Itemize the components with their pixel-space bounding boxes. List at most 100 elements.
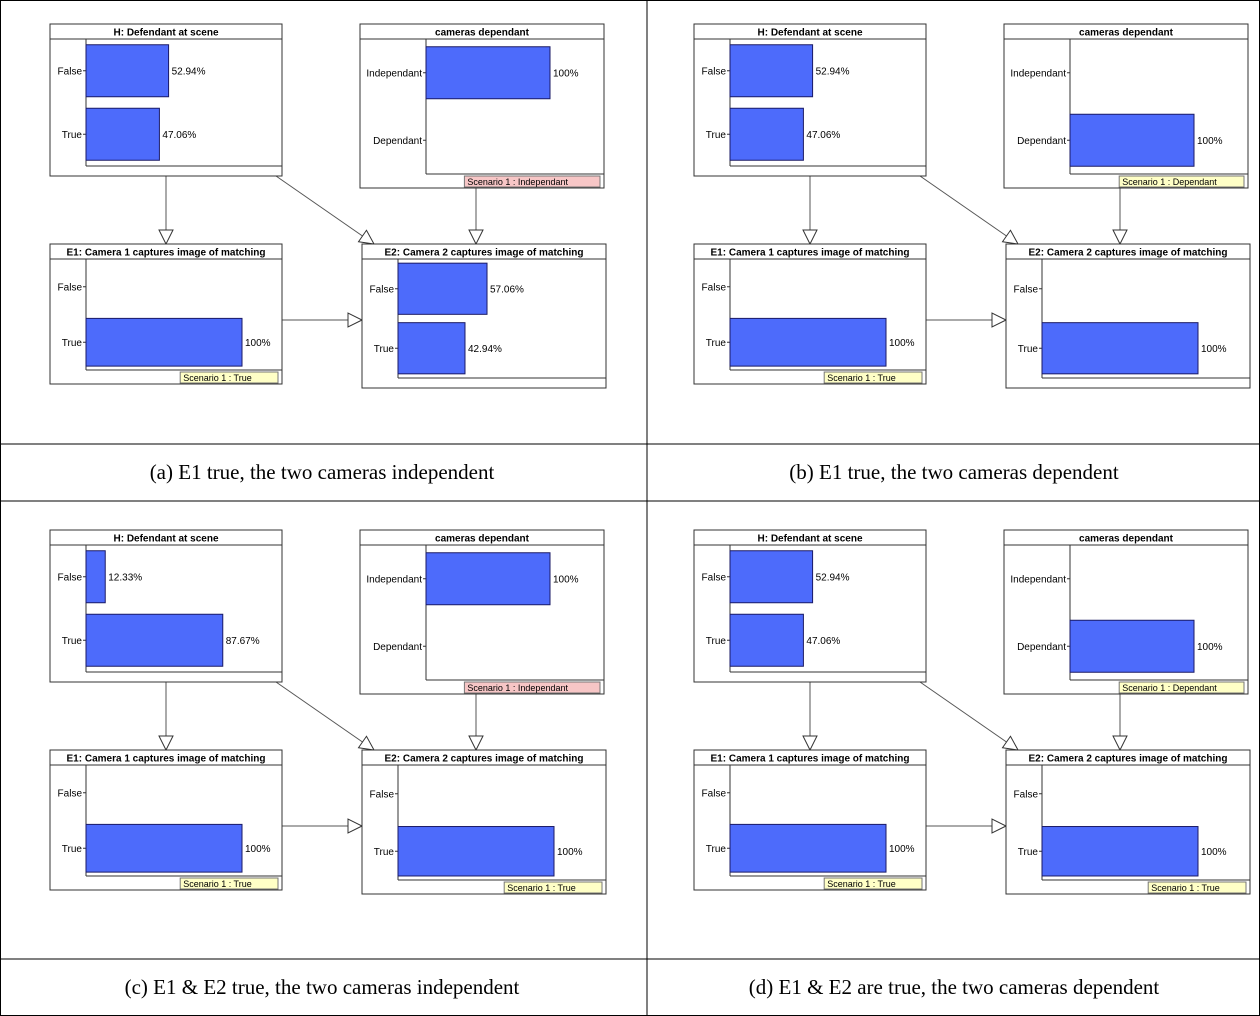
node-title: E2: Camera 2 captures image of matching — [1029, 754, 1228, 765]
node-e2[interactable]: E2: Camera 2 captures image of matching F… — [361, 749, 607, 895]
node-title: E2: Camera 2 captures image of matching — [385, 248, 584, 259]
evidence-badge[interactable]: Scenario 1 : True — [179, 371, 279, 384]
network-diagram-a: H: Defendant at scene False 52.94% True 47.0… — [49, 23, 607, 389]
probability-bar — [85, 550, 106, 604]
probability-value: 100% — [1201, 344, 1227, 355]
probability-value: 100% — [889, 844, 915, 855]
probability-bar — [85, 44, 170, 98]
state-label: True — [62, 338, 83, 349]
state-label: True — [706, 636, 727, 647]
node-e1[interactable]: E1: Camera 1 captures image of matching F… — [49, 243, 283, 385]
evidence-badge[interactable]: Scenario 1 : True — [823, 371, 923, 384]
caption-d: (d) E1 & E2 are true, the two cameras de… — [748, 975, 1160, 999]
probability-bar — [1069, 113, 1195, 167]
node-cameras[interactable]: cameras dependant Independant Dependant 100… — [1003, 23, 1249, 189]
state-label: False — [370, 789, 395, 800]
node-e2[interactable]: E2: Camera 2 captures image of matching F… — [1005, 749, 1251, 895]
evidence-text: Scenario 1 : Independant — [467, 177, 568, 187]
state-label: False — [58, 788, 83, 799]
probability-bar — [85, 613, 224, 667]
state-label: False — [58, 282, 83, 293]
evidence-badge[interactable]: Scenario 1 : Independant — [463, 681, 601, 694]
node-title: E1: Camera 1 captures image of matching — [67, 754, 266, 765]
state-label: Independant — [366, 68, 422, 79]
state-label: Dependant — [373, 136, 422, 147]
node-cameras[interactable]: cameras dependant Independant 100% Dependan… — [359, 529, 605, 695]
node-title: H: Defendant at scene — [113, 28, 218, 39]
probability-value: 52.94% — [816, 66, 850, 77]
edge-h-to-e1 — [802, 682, 818, 752]
probability-value: 52.94% — [816, 572, 850, 583]
edge-cameras-to-e2 — [468, 694, 484, 752]
evidence-badge[interactable]: Scenario 1 : True — [179, 877, 279, 890]
evidence-badge[interactable]: Scenario 1 : True — [1147, 881, 1247, 894]
probability-value: 100% — [557, 847, 583, 858]
probability-value: 87.67% — [226, 636, 260, 647]
node-e1[interactable]: E1: Camera 1 captures image of matching F… — [693, 749, 927, 891]
state-label: False — [370, 284, 395, 295]
probability-bar — [1069, 619, 1195, 673]
evidence-text: Scenario 1 : True — [827, 373, 896, 383]
evidence-badge[interactable]: Scenario 1 : Dependant — [1118, 681, 1245, 694]
evidence-badge[interactable]: Scenario 1 : True — [823, 877, 923, 890]
state-label: False — [702, 788, 727, 799]
evidence-text: Scenario 1 : True — [183, 373, 252, 383]
edge-cameras-to-e2 — [1112, 694, 1128, 752]
probability-value: 100% — [245, 844, 271, 855]
probability-bar — [1041, 826, 1199, 877]
panel-b: H: Defendant at scene False 52.94% True 47.0… — [648, 4, 1260, 447]
state-label: Independant — [1010, 68, 1066, 79]
caption-a: (a) E1 true, the two cameras independent — [149, 460, 495, 484]
edge-h-to-e2 — [275, 681, 375, 751]
state-label: True — [1018, 344, 1039, 355]
node-title: H: Defendant at scene — [113, 534, 218, 545]
node-title: E2: Camera 2 captures image of matching — [385, 754, 584, 765]
node-e2[interactable]: E2: Camera 2 captures image of matching F… — [361, 243, 607, 389]
edge-h-to-e1 — [158, 176, 174, 246]
node-title: E1: Camera 1 captures image of matching — [711, 754, 910, 765]
panel-a: H: Defendant at scene False 52.94% True 47.0… — [4, 4, 640, 447]
node-h[interactable]: H: Defendant at scene False 52.94% True 47.0… — [49, 23, 283, 177]
evidence-text: Scenario 1 : True — [1151, 883, 1220, 893]
node-h[interactable]: H: Defendant at scene False 52.94% True 47.0… — [693, 529, 927, 683]
state-label: True — [374, 847, 395, 858]
edge-h-to-e1 — [158, 682, 174, 752]
probability-bar — [729, 823, 887, 873]
state-label: False — [1014, 284, 1039, 295]
state-label: True — [62, 636, 83, 647]
node-h[interactable]: H: Defendant at scene False 12.33% True 87.6… — [49, 529, 283, 683]
network-diagram-b: H: Defendant at scene False 52.94% True 47.0… — [693, 23, 1251, 389]
node-h[interactable]: H: Defendant at scene False 52.94% True 47.0… — [693, 23, 927, 177]
probability-bar — [729, 613, 804, 667]
edge-e1-to-e2 — [282, 818, 364, 834]
node-e1[interactable]: E1: Camera 1 captures image of matching F… — [49, 749, 283, 891]
probability-value: 100% — [1197, 136, 1223, 147]
node-cameras[interactable]: cameras dependant Independant Dependant 100… — [1003, 529, 1249, 695]
probability-bar — [1041, 322, 1199, 375]
node-cameras[interactable]: cameras dependant Independant 100% Dependan… — [359, 23, 605, 189]
state-label: False — [702, 572, 727, 583]
evidence-badge[interactable]: Scenario 1 : Independant — [463, 175, 601, 188]
evidence-text: Scenario 1 : Dependant — [1122, 683, 1217, 693]
evidence-text: Scenario 1 : Dependant — [1122, 177, 1217, 187]
evidence-text: Scenario 1 : True — [507, 883, 576, 893]
edge-e1-to-e2 — [926, 312, 1008, 328]
state-label: True — [706, 338, 727, 349]
probability-bar — [729, 107, 804, 161]
edge-cameras-to-e2 — [1112, 188, 1128, 246]
evidence-badge[interactable]: Scenario 1 : Dependant — [1118, 175, 1245, 188]
probability-value: 100% — [1201, 847, 1227, 858]
node-e2[interactable]: E2: Camera 2 captures image of matching F… — [1005, 243, 1251, 389]
node-title: H: Defendant at scene — [757, 534, 862, 545]
probability-value: 100% — [245, 338, 271, 349]
node-e1[interactable]: E1: Camera 1 captures image of matching F… — [693, 243, 927, 385]
probability-bar — [397, 322, 466, 375]
state-label: True — [706, 130, 727, 141]
probability-bar — [397, 262, 488, 315]
probability-bar — [85, 317, 243, 367]
evidence-badge[interactable]: Scenario 1 : True — [503, 881, 603, 894]
state-label: False — [58, 572, 83, 583]
state-label: Independant — [366, 574, 422, 585]
state-label: True — [62, 130, 83, 141]
edge-h-to-e1 — [802, 176, 818, 246]
